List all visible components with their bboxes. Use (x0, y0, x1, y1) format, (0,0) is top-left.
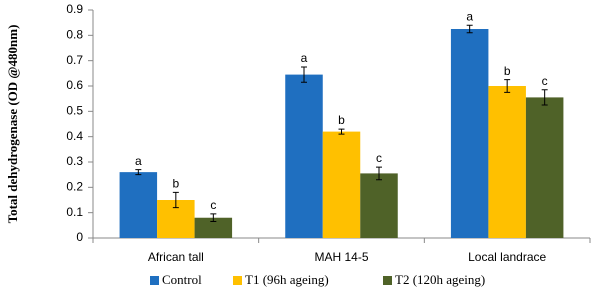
significance-letter: b (504, 64, 511, 78)
significance-letter: a (135, 154, 142, 168)
x-tick-label: Local landrace (468, 250, 546, 264)
error-bar (135, 169, 142, 176)
y-tick-label: 0.8 (66, 28, 83, 42)
y-tick-label: 0.9 (66, 2, 83, 16)
bar (360, 173, 398, 238)
legend-label: T2 (120h ageing) (395, 272, 485, 287)
significance-letter: c (542, 74, 548, 88)
significance-letter: a (466, 9, 473, 23)
error-bar (541, 89, 548, 106)
significance-letter: a (301, 51, 308, 65)
bar (450, 29, 489, 238)
bar (194, 217, 233, 238)
y-tick-label: 0.5 (66, 104, 83, 118)
error-bar (301, 66, 307, 83)
error-bar (172, 191, 179, 209)
bar (119, 172, 158, 238)
bar (488, 86, 526, 238)
error-bar (504, 79, 511, 93)
legend-label: T1 (96h ageing) (245, 272, 329, 287)
x-tick-label: African tall (148, 250, 204, 264)
y-tick-label: 0.7 (66, 53, 83, 67)
y-tick-label: 0.1 (66, 205, 83, 219)
y-tick-label: 0.2 (66, 180, 83, 194)
bar (322, 131, 361, 238)
legend-swatch (150, 276, 159, 285)
y-tick-label: 0.6 (66, 78, 83, 92)
legend-label: Control (162, 272, 202, 287)
y-tick-label: 0.3 (66, 154, 83, 168)
y-tick-label: 0 (76, 230, 83, 244)
error-bar (466, 24, 473, 34)
legend-swatch (233, 276, 242, 285)
bar (285, 74, 323, 238)
y-axis-label: Total dehydrogenase (OD @480nm) (5, 25, 20, 224)
legend-swatch (383, 276, 392, 285)
error-bar (210, 213, 217, 223)
y-tick-label: 0.4 (66, 129, 83, 143)
significance-letter: b (338, 113, 345, 127)
error-bar (376, 166, 382, 181)
error-bar (338, 128, 345, 135)
significance-letter: c (210, 198, 216, 212)
significance-letter: c (376, 151, 382, 165)
significance-letter: b (172, 177, 179, 191)
bar (525, 97, 564, 239)
x-tick-label: MAH 14-5 (314, 250, 368, 264)
